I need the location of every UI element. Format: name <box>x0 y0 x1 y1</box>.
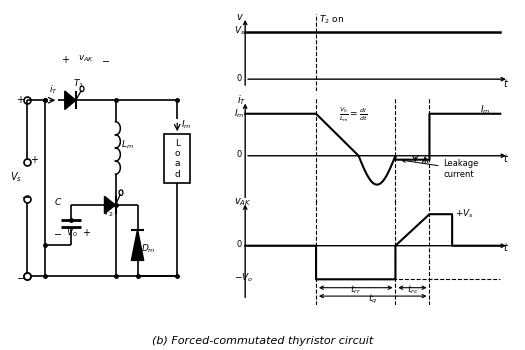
Polygon shape <box>65 91 76 110</box>
Text: $I_m$: $I_m$ <box>234 107 244 120</box>
Text: 0: 0 <box>237 150 242 159</box>
Text: $-$: $-$ <box>101 55 110 65</box>
Text: $D_m$: $D_m$ <box>141 242 155 255</box>
Text: $V_s$: $V_s$ <box>234 24 245 37</box>
Text: $T_2$ on: $T_2$ on <box>319 14 344 26</box>
Text: $t_q$: $t_q$ <box>368 293 377 306</box>
Text: $C$: $C$ <box>54 196 62 207</box>
FancyBboxPatch shape <box>164 134 191 183</box>
Text: v: v <box>237 12 243 22</box>
Text: (b) Forced-commutated thyristor circuit: (b) Forced-commutated thyristor circuit <box>152 336 373 346</box>
Text: L
o
a
d: L o a d <box>175 139 181 179</box>
Text: $t_{rc}$: $t_{rc}$ <box>407 284 418 296</box>
Text: $\frac{V_0}{L_m} = \frac{di}{dt}$: $\frac{V_0}{L_m} = \frac{di}{dt}$ <box>339 105 367 124</box>
Text: $L_m$: $L_m$ <box>121 139 134 152</box>
Text: $I_m$: $I_m$ <box>480 104 491 116</box>
Text: $+V_s$: $+V_s$ <box>455 207 474 220</box>
Text: $+$: $+$ <box>16 94 25 105</box>
Text: 0: 0 <box>237 240 242 249</box>
Text: $+$: $+$ <box>82 227 91 238</box>
Text: $v_{AK}$: $v_{AK}$ <box>234 196 251 208</box>
Polygon shape <box>131 230 144 260</box>
Text: $-$: $-$ <box>52 228 62 238</box>
Text: $-$: $-$ <box>20 191 30 201</box>
Text: $T_1$: $T_1$ <box>72 77 83 90</box>
Text: t: t <box>503 243 507 253</box>
Text: $+$: $+$ <box>61 54 70 65</box>
Text: $i_T$: $i_T$ <box>49 84 58 96</box>
Text: $-V_o$: $-V_o$ <box>234 271 253 284</box>
Text: $t_{rr}$: $t_{rr}$ <box>350 284 361 296</box>
Text: t: t <box>503 78 507 89</box>
Text: t: t <box>503 154 507 164</box>
Text: $V_0$: $V_0$ <box>66 227 77 239</box>
Text: $T_2$: $T_2$ <box>103 207 114 219</box>
Text: $i_T$: $i_T$ <box>237 93 246 107</box>
Text: $V_s$: $V_s$ <box>9 170 22 184</box>
Polygon shape <box>104 196 116 214</box>
Text: $I_m$: $I_m$ <box>181 119 191 132</box>
Text: Leakage
current: Leakage current <box>402 159 479 179</box>
Text: 0: 0 <box>237 74 242 83</box>
Text: $-$: $-$ <box>16 272 25 282</box>
Text: $+$: $+$ <box>29 154 38 166</box>
Text: $v_{AK}$: $v_{AK}$ <box>78 53 94 64</box>
